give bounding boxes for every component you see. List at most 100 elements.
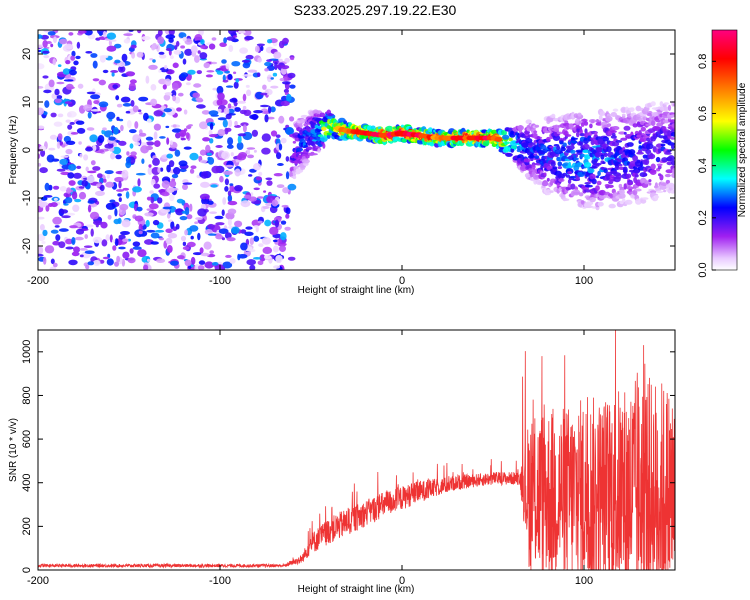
spectrogram-cell [583,121,589,126]
spectrogram-cell [552,166,558,170]
spectrogram-cell [533,153,538,156]
spectrogram-cell [115,95,120,101]
spectrogram-cell [571,140,578,144]
spectrogram-cell [207,223,215,230]
spectrogram-cell [212,87,218,91]
spectrogram-cell [226,144,234,149]
spectrogram-cell [528,164,533,169]
spectrogram-cell [150,241,159,245]
spectrogram-cell [182,182,193,185]
spectrogram-cell [114,261,119,267]
spectrogram-cell [585,184,593,188]
spectrogram-cell [179,216,188,221]
spectrogram-cell [295,147,303,152]
spectrogram-cell [121,258,126,267]
spectrogram-cell [195,97,203,101]
spectrogram-cell [249,237,254,245]
spectrogram-cell [125,110,131,114]
spectrogram-cell [43,89,52,94]
spectrogram-cell [93,100,100,105]
spectrogram-cell [270,77,274,80]
spectrogram-cell [277,242,287,247]
spectrogram-cell [38,125,45,130]
spectrogram-cell [229,98,238,103]
spectrogram-cell [183,109,188,115]
spectrogram-cell [90,94,101,100]
spectrogram-cell [581,200,585,205]
spectrogram-cell [137,178,141,187]
spectrogram-cell [38,107,45,116]
spectrogram-cell [221,237,225,241]
spectrogram-cell [285,207,291,215]
spectrogram-cell [61,215,71,219]
spectrogram-cell [205,74,213,78]
spectrogram-cell [199,149,207,156]
spectrogram-cell [189,203,193,212]
spectrogram-cell [55,234,61,242]
spectrogram-cell [150,232,160,239]
spectrogram-cell [236,142,244,150]
spectrogram-cell [38,34,43,39]
spectrogram-cell [280,232,287,241]
y-tick-label: 1000 [21,340,33,364]
spectrogram-cell [249,264,256,270]
spectrogram-cell [202,196,206,200]
spectrogram-cell [646,137,651,142]
spectrogram-cell [377,126,382,130]
spectrogram-cell [671,129,675,133]
spectrogram-cell [112,84,118,89]
spectrogram-cell [253,187,260,191]
spectrogram-cell [664,152,672,155]
spectrogram-cell [159,237,164,241]
spectrogram-cell [56,81,65,85]
spectrogram-cell [248,174,253,177]
spectrogram-cell [170,260,179,266]
spectrogram-cell [247,148,251,156]
spectrogram-cell [143,112,149,121]
spectrogram-cell [137,249,147,258]
spectrogram-cell [75,228,85,235]
spectrogram-cell [257,260,264,266]
spectrogram-cell [563,198,570,201]
spectrogram-cell [595,185,600,192]
spectrogram-cell [273,51,282,59]
spectrogram-cell [242,93,247,102]
spectrogram-cell [300,114,308,119]
spectrogram-cell [401,138,408,143]
spectrogram-cell [206,152,213,156]
spectrogram-cell [549,146,554,149]
spectrogram-cell [63,79,74,82]
colorbar-tick-label: 0.4 [697,158,709,173]
spectrogram-cell [185,82,191,86]
spectrogram-cell [199,247,204,254]
spectrogram-cell [129,143,134,149]
spectrogram-cell [223,37,228,44]
spectrogram-cell [175,132,181,139]
spectrogram-cell [68,180,76,186]
spectrogram-cell [122,103,132,107]
spectrogram-cell [180,45,186,49]
spectrogram-cell [166,137,170,145]
spectrogram-cell [596,175,599,179]
spectrogram-cell [98,101,109,108]
spectrogram-cell [146,196,152,201]
y-tick-label: -20 [21,238,33,254]
spectrogram-cell [164,78,171,87]
spectrogram-cell [140,145,150,154]
spectrogram-cell [48,79,55,88]
spectrogram-cell [623,183,628,190]
spectrogram-cell [545,189,552,196]
spectrogram-cell [626,142,634,147]
spectrogram-cell [127,257,136,264]
spectrogram-cell [273,173,283,177]
snr-series-line [38,330,675,570]
spectrogram-cell [42,75,49,79]
spectrogram-cell [132,246,142,250]
snr-panel: -200 -100 0 100 0 200 400 600 800 1000 Height of… [8,329,676,595]
spectrogram-cell [109,39,117,42]
spectrogram-cell [524,130,530,135]
spectrogram-cell [602,161,606,164]
spectrogram-cell [145,219,150,228]
x-tick-label: 0 [399,575,405,587]
spectrogram-cell [138,96,149,102]
